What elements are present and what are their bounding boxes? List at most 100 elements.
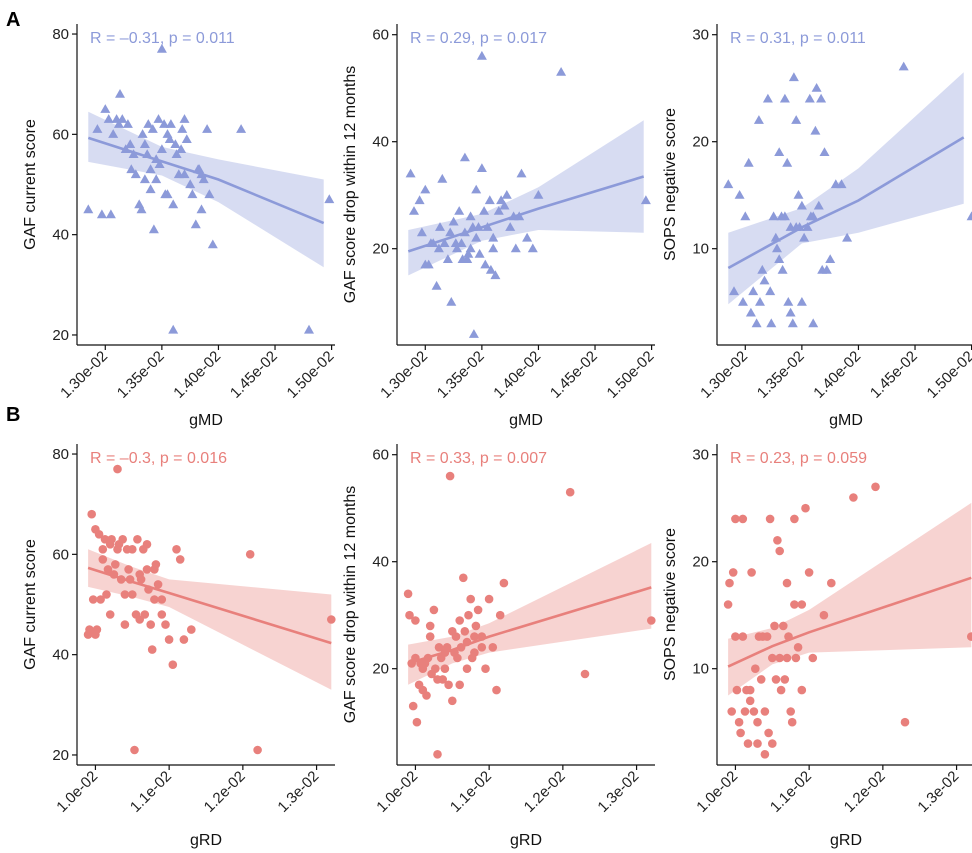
panel-a1-point [100,104,111,113]
panel-b3-point [871,482,880,492]
panel-b2-point [471,621,481,631]
panel-b1-point [157,610,167,619]
panel-a2-point [462,254,473,263]
panel-b3-point [727,707,736,716]
panel-b2-y-axis-title: GAF score drop within 12 months [342,486,359,723]
panel-b3-point [900,717,910,727]
panel-b3-point [745,696,755,706]
panel-a3-point [842,232,853,242]
panel-a1-y-tick-label: 20 [52,327,69,344]
panel-b1-point [98,545,108,554]
panel-b2-confidence-band [408,543,652,685]
panel-b2-point [448,696,457,706]
panel-b1-point [157,595,167,604]
panel-a2-y-tick-label: 40 [372,134,389,151]
panel-a2-point [485,264,496,274]
panel-a3-point [740,211,751,221]
panel-b2-point [433,750,442,759]
panel-b1-point [164,635,174,644]
panel-a2-point [499,200,510,210]
panel-b2-y-tick-label: 60 [372,447,389,464]
panel-a2-point [431,280,442,290]
panel-a2-point [510,243,521,253]
panel-a1-point [304,324,314,334]
panel-a2-point [471,232,482,242]
panel-b1-point [128,545,137,554]
panel-b3-point [765,514,775,524]
panel-a3-point [813,200,824,210]
panel-b2-point [462,637,472,647]
panel-b1-point [118,535,127,544]
panel-b3-point [770,621,779,631]
panel-b3-point [801,503,810,513]
panel-a3-point [836,179,847,189]
panel-b1-x-tick-label: 1.0e-02 [53,768,101,816]
panel-b2-point [408,701,418,711]
panel-a2-point [516,168,527,178]
panel-a2-point [448,216,459,226]
panel-b1-point [179,635,189,644]
panel-a1-point [179,114,190,123]
panel-b3-point [773,536,782,545]
panel-a2-x-tick-label: 1.30e-02 [377,348,431,402]
panel-a3-correlation-label: R = 0.31, p = 0.011 [730,30,866,47]
panel-a3-point [723,179,734,189]
panel-a3-point [755,297,765,306]
panel-b1-point [125,575,135,584]
panel-a1-point [151,174,162,184]
panel-b1-y-axis-title: GAF current score [22,539,39,670]
panel-a3-point [738,297,748,306]
panel-a2-point [468,329,479,338]
panel-b3-point [787,717,797,727]
panel-a1-point [181,134,192,143]
panel-b2-point [425,632,435,641]
panel-b2-point [455,616,465,625]
panel-a3-point [819,147,830,156]
panel-b1-point [161,620,170,629]
panel-a3-x-tick-label: 1.50e-02 [924,348,972,402]
panel-a1-point [190,219,201,229]
panel-a3-point [729,286,739,296]
panel-b1-point [120,590,130,599]
panel-b1-point [150,595,159,604]
panel-a1-point [136,204,147,214]
panel-a2-x-tick-label: 1.50e-02 [604,348,658,402]
panel-b1-point [253,745,262,755]
panel-a3-point [793,190,804,199]
panel-b3-point [731,514,740,524]
panel-a1-point [168,199,179,209]
panel-a1-x-tick-label: 1.40e-02 [170,348,224,402]
panel-a3-point [759,275,770,285]
panel-a3-point [743,157,754,167]
panel-b2-x-tick-label: 1.1e-02 [447,768,495,816]
panel-b1-point [187,625,196,634]
panel-b2-y-tick-label: 40 [372,554,389,571]
panel-b1-point [128,590,137,599]
panel-b3-point [753,739,762,748]
panel-a1-point [324,194,335,204]
panel-b3-point [776,685,786,695]
panel-a1-y-tick-label: 40 [52,227,69,244]
panel-a2-point [456,238,467,247]
panel-b1-point [133,535,142,544]
panel-a2-confidence-band [408,120,644,276]
panel-b3-point [793,643,803,652]
panel-b2-point [412,717,422,727]
panel-a2-point [471,184,482,194]
panel-a3-point [774,254,785,263]
panel-b3-point [743,739,753,748]
panel-b3-point [849,493,858,502]
panel-b2-point [456,643,466,652]
panel-b3-point [790,600,799,609]
panel-b2-point [438,675,448,684]
panel-a3-point [799,232,810,242]
panel-b2-point [405,610,414,620]
panel-a1-y-tick-label: 60 [52,126,69,143]
panel-b3-point [738,632,748,641]
panel-a2-point [482,222,493,231]
panel-a2-point [490,270,501,280]
panel-b1-point [109,570,119,579]
panel-b1-correlation-label: R = –0.3, p = 0.016 [90,450,227,467]
panel-b3-point [804,568,814,577]
panel-a3-x-tick-label: 1.35e-02 [754,348,808,402]
